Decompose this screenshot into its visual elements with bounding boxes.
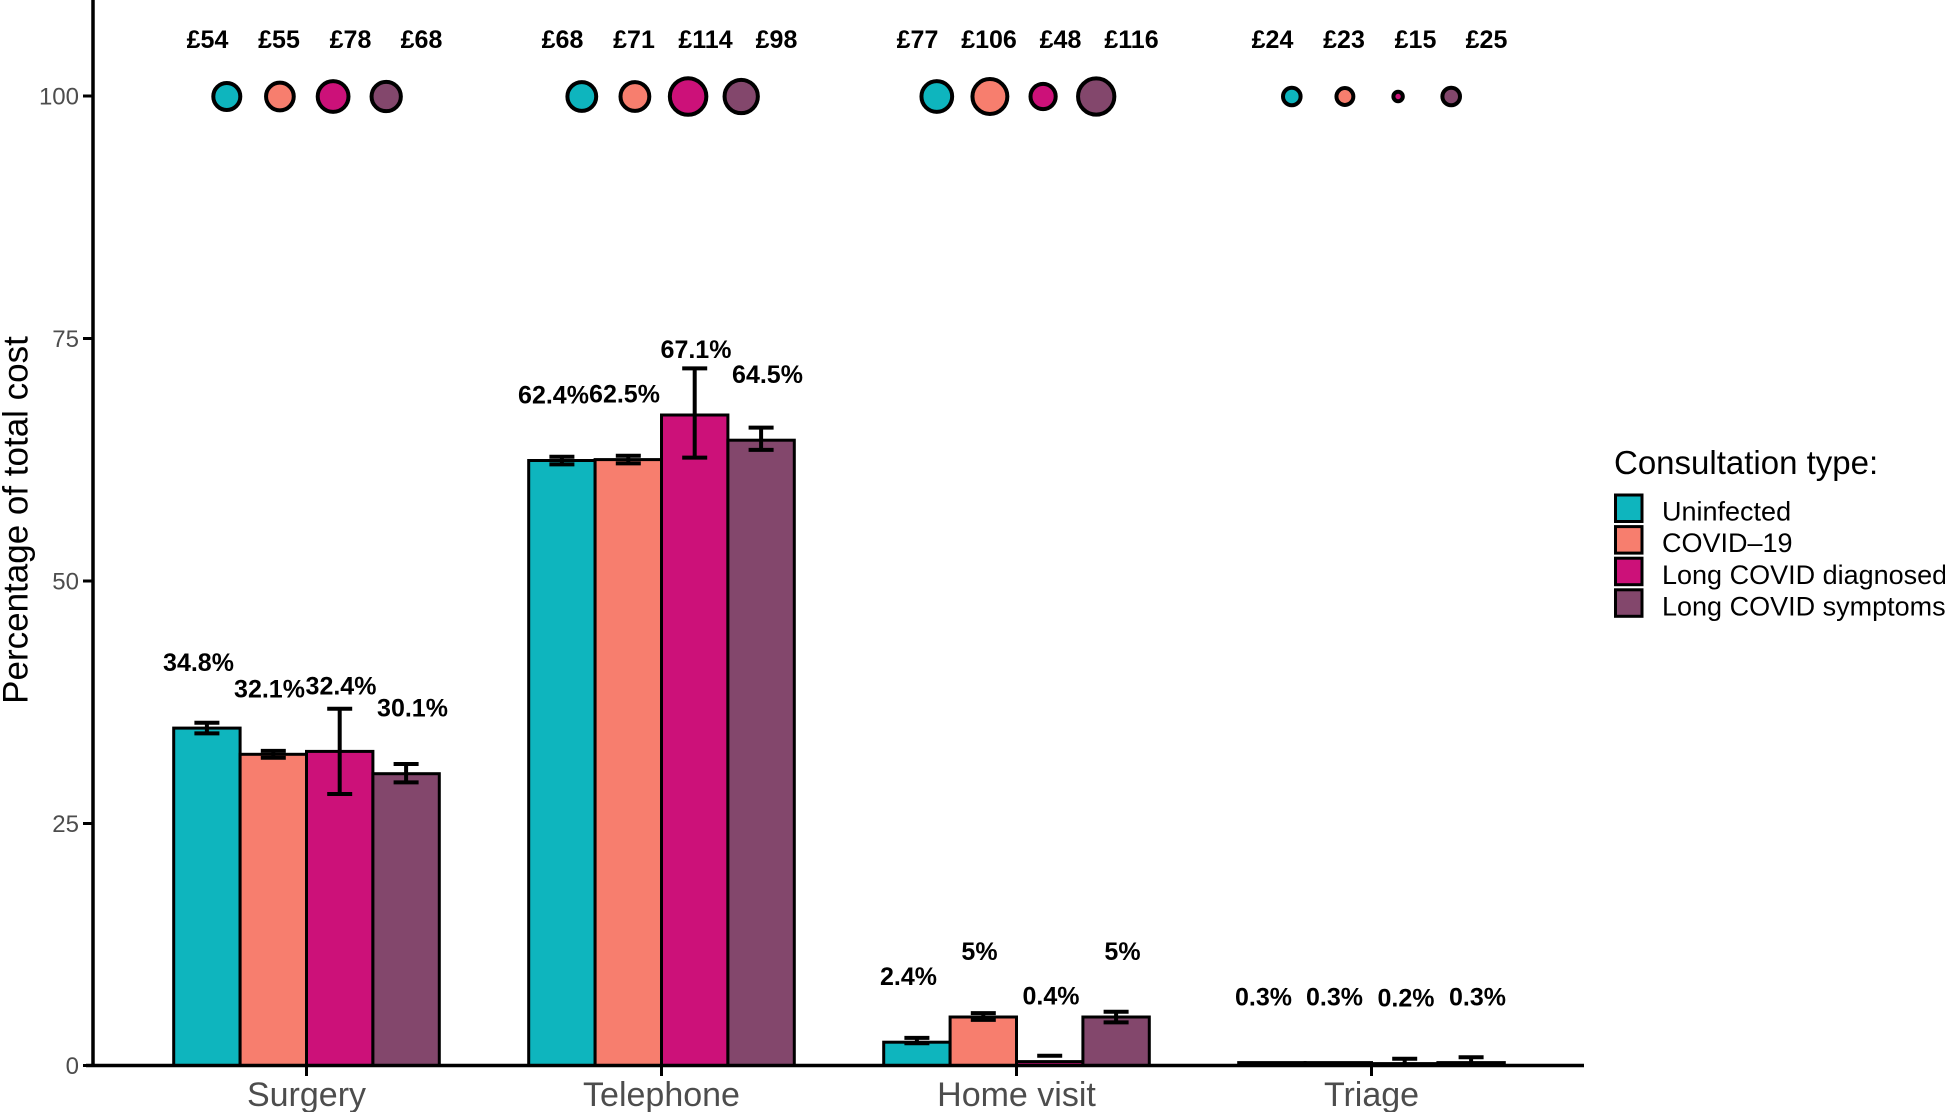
svg-text:£98: £98 xyxy=(756,26,798,54)
svg-text:Uninfected: Uninfected xyxy=(1662,497,1791,527)
svg-text:0.3%: 0.3% xyxy=(1306,984,1363,1012)
svg-text:Surgery: Surgery xyxy=(247,1076,366,1112)
svg-text:32.4%: 32.4% xyxy=(306,672,377,700)
svg-text:£54: £54 xyxy=(187,26,229,54)
svg-text:£48: £48 xyxy=(1040,26,1082,54)
svg-text:£25: £25 xyxy=(1466,26,1508,54)
svg-text:Telephone: Telephone xyxy=(583,1076,740,1112)
svg-text:5%: 5% xyxy=(1104,938,1140,966)
svg-text:30.1%: 30.1% xyxy=(377,695,448,723)
svg-text:£71: £71 xyxy=(613,26,655,54)
svg-text:62.5%: 62.5% xyxy=(589,381,660,409)
svg-text:0.3%: 0.3% xyxy=(1449,984,1506,1012)
svg-text:£15: £15 xyxy=(1395,26,1437,54)
svg-text:50: 50 xyxy=(52,569,79,596)
svg-text:£116: £116 xyxy=(1104,26,1158,54)
svg-text:£23: £23 xyxy=(1323,26,1365,54)
svg-text:£78: £78 xyxy=(330,26,372,54)
svg-text:£77: £77 xyxy=(897,26,939,54)
svg-text:67.1%: 67.1% xyxy=(661,336,732,364)
svg-text:Long COVID diagnosed: Long COVID diagnosed xyxy=(1662,560,1945,590)
svg-text:34.8%: 34.8% xyxy=(163,649,234,677)
svg-text:62.4%: 62.4% xyxy=(518,382,589,410)
svg-text:5%: 5% xyxy=(961,938,997,966)
svg-text:£68: £68 xyxy=(401,26,443,54)
svg-text:£55: £55 xyxy=(258,26,300,54)
svg-text:Percentage of total cost: Percentage of total cost xyxy=(0,336,36,704)
svg-text:25: 25 xyxy=(52,811,79,838)
svg-text:£68: £68 xyxy=(542,26,584,54)
svg-text:Home visit: Home visit xyxy=(937,1076,1096,1112)
svg-text:£24: £24 xyxy=(1252,26,1294,54)
svg-text:0: 0 xyxy=(66,1053,79,1080)
svg-text:£114: £114 xyxy=(678,26,732,54)
svg-text:Long COVID symptoms: Long COVID symptoms xyxy=(1662,591,1945,621)
svg-text:Consultation type:: Consultation type: xyxy=(1614,444,1878,481)
svg-text:32.1%: 32.1% xyxy=(234,675,305,703)
svg-text:75: 75 xyxy=(52,326,79,353)
svg-text:0.4%: 0.4% xyxy=(1023,983,1080,1011)
svg-text:2.4%: 2.4% xyxy=(880,963,937,991)
svg-text:0.2%: 0.2% xyxy=(1378,985,1435,1013)
svg-text:64.5%: 64.5% xyxy=(732,361,803,389)
svg-text:Triage: Triage xyxy=(1324,1076,1419,1112)
svg-text:COVID–19: COVID–19 xyxy=(1662,528,1793,558)
svg-text:0.3%: 0.3% xyxy=(1235,984,1292,1012)
svg-text:£106: £106 xyxy=(961,26,1017,54)
svg-text:100: 100 xyxy=(39,84,79,111)
